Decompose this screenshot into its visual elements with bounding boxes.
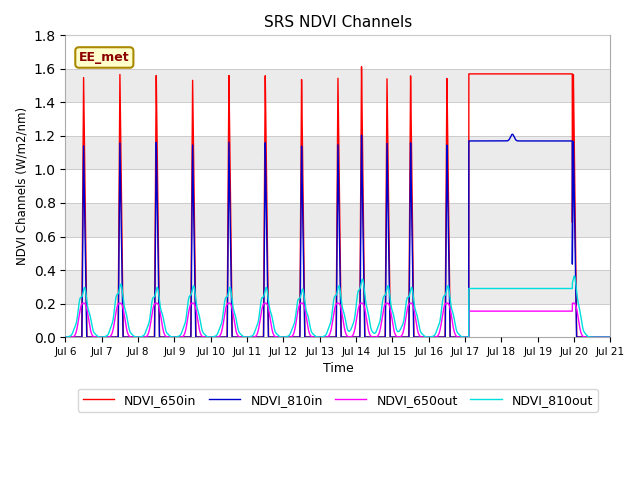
X-axis label: Time: Time: [323, 362, 353, 375]
Text: EE_met: EE_met: [79, 51, 130, 64]
NDVI_650in: [466, 71, 474, 77]
NDVI_650in: [495, 71, 502, 77]
NDVI_650out: [408, 300, 415, 306]
NDVI_810in: [466, 138, 474, 144]
NDVI_650out: [89, 333, 97, 339]
NDVI_810out: [384, 283, 392, 288]
NDVI_650out: [407, 300, 415, 306]
NDVI_810in: [495, 138, 502, 144]
Line: NDVI_650in: NDVI_650in: [65, 67, 611, 337]
NDVI_650in: [259, 334, 267, 340]
Bar: [65, 36, 611, 69]
NDVI_650in: [61, 334, 69, 340]
NDVI_810out: [495, 286, 502, 291]
Y-axis label: NDVI Channels (W/m2/nm): NDVI Channels (W/m2/nm): [15, 107, 28, 265]
NDVI_810in: [508, 132, 516, 137]
Bar: [65, 102, 611, 136]
NDVI_810in: [61, 334, 69, 340]
NDVI_810out: [570, 273, 578, 279]
Title: SRS NDVI Channels: SRS NDVI Channels: [264, 15, 412, 30]
NDVI_650in: [408, 165, 415, 171]
NDVI_810out: [259, 294, 267, 300]
Line: NDVI_810out: NDVI_810out: [65, 276, 611, 337]
Legend: NDVI_650in, NDVI_810in, NDVI_650out, NDVI_810out: NDVI_650in, NDVI_810in, NDVI_650out, NDV…: [78, 389, 598, 412]
NDVI_650in: [384, 152, 392, 158]
Bar: [65, 237, 611, 270]
NDVI_810out: [408, 285, 415, 290]
Line: NDVI_650out: NDVI_650out: [65, 303, 611, 337]
NDVI_650in: [358, 64, 365, 70]
NDVI_650out: [495, 308, 502, 314]
NDVI_810out: [602, 334, 609, 340]
NDVI_810in: [408, 208, 415, 214]
NDVI_650out: [61, 334, 69, 340]
NDVI_810out: [61, 334, 69, 340]
NDVI_650in: [89, 334, 97, 340]
NDVI_650in: [607, 334, 614, 340]
NDVI_650out: [466, 308, 474, 314]
NDVI_650out: [384, 300, 392, 306]
NDVI_810out: [89, 326, 97, 332]
NDVI_810in: [384, 197, 392, 203]
Bar: [65, 169, 611, 203]
Bar: [65, 303, 611, 337]
NDVI_650out: [259, 303, 267, 309]
NDVI_810in: [89, 334, 97, 340]
NDVI_650out: [607, 334, 614, 340]
Line: NDVI_810in: NDVI_810in: [65, 134, 611, 337]
NDVI_810in: [607, 334, 614, 340]
NDVI_810in: [259, 334, 267, 340]
NDVI_810out: [607, 334, 614, 340]
NDVI_810out: [466, 286, 474, 291]
